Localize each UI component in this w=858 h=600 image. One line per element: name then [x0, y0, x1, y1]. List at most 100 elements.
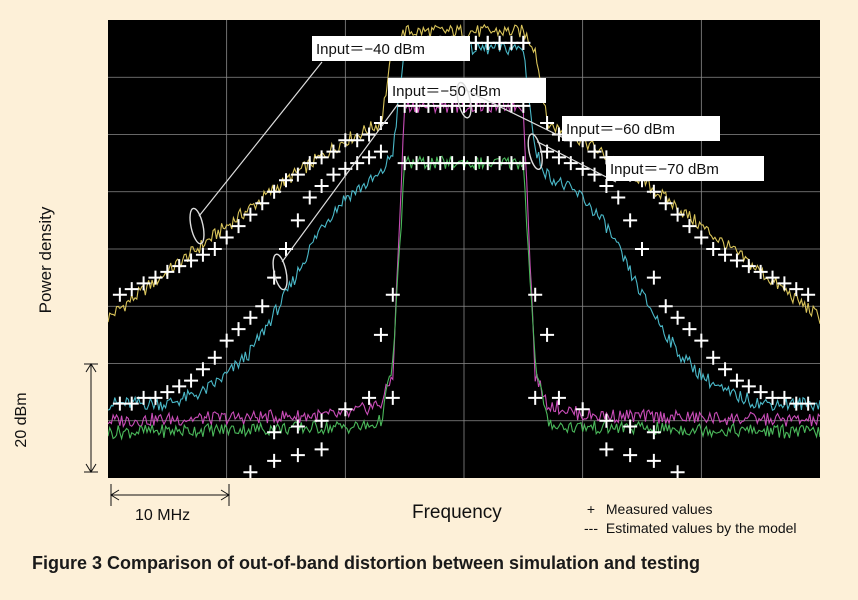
annotation-ellipse	[527, 133, 543, 171]
measured-point	[623, 448, 638, 463]
measured-point	[528, 390, 543, 405]
measured-point	[362, 150, 377, 165]
measured-point	[777, 390, 792, 405]
measured-point	[243, 207, 258, 222]
spectrum-chart: Input＝−40 dBm Input＝−50 dBm Input＝−60 dBm I…	[108, 20, 820, 478]
measured-point	[362, 127, 377, 142]
measured-point	[279, 173, 293, 188]
annotation-leader	[465, 89, 573, 143]
measured-point	[136, 276, 151, 291]
measured-point	[338, 402, 353, 417]
measured-point	[468, 35, 483, 50]
measured-point	[587, 167, 602, 182]
measured-point	[623, 419, 638, 434]
measured-point	[207, 350, 222, 365]
measured-point	[468, 156, 483, 171]
measured-point	[480, 156, 495, 171]
plot-area: Input＝−40 dBm Input＝−50 dBm Input＝−60 dBm I…	[108, 20, 820, 478]
measured-point	[433, 156, 448, 171]
legend-marker-dashed: ---	[584, 520, 598, 536]
annotation-ellipse	[189, 207, 205, 245]
measured-point	[219, 230, 234, 245]
measured-point	[753, 385, 768, 400]
measured-point	[741, 259, 756, 274]
measured-point	[587, 144, 602, 159]
measured-point	[765, 270, 780, 285]
annotation-box	[606, 156, 764, 181]
measured-point	[718, 362, 733, 377]
measured-point	[646, 184, 661, 199]
measured-point	[741, 379, 756, 394]
legend-marker-plus: +	[586, 501, 596, 517]
measured-point	[124, 282, 139, 297]
measured-point	[599, 179, 614, 194]
measured-point	[670, 207, 685, 222]
measured-point	[682, 322, 697, 337]
measured-point	[148, 270, 163, 285]
measured-point	[646, 425, 661, 440]
measured-point	[789, 282, 804, 297]
measured-point	[397, 156, 412, 171]
measured-point	[362, 390, 377, 405]
measured-point	[575, 402, 590, 417]
annotation-4: Input＝−70 dBm	[527, 133, 764, 183]
annotation-1: Input＝−40 dBm	[189, 36, 470, 245]
measured-point	[302, 156, 317, 171]
measured-point	[243, 465, 258, 478]
measured-point	[290, 419, 305, 434]
measured-point	[373, 327, 388, 342]
x-axis-label: Frequency	[412, 502, 502, 523]
annotation-3: Input＝−60 dBm	[456, 81, 720, 143]
measured-point	[611, 190, 626, 205]
measured-point	[765, 390, 780, 405]
x-scale-bar	[110, 484, 230, 506]
measured-point	[243, 310, 258, 325]
measured-point	[290, 167, 305, 182]
measured-point	[658, 196, 673, 211]
measured-point	[670, 465, 685, 478]
legend: + Measured values --- Estimated values b…	[580, 500, 797, 538]
measured-point	[706, 242, 721, 256]
measured-point	[267, 425, 282, 440]
annotation-ellipse	[456, 81, 472, 119]
annotation-label: Input＝−40 dBm	[316, 41, 425, 58]
measured-point	[184, 373, 199, 388]
legend-item-estimated: --- Estimated values by the model	[580, 519, 797, 538]
annotation-ellipse	[272, 253, 288, 291]
measured-point	[635, 242, 649, 256]
measured-point	[694, 230, 709, 245]
measured-point	[504, 35, 519, 50]
measured-point	[575, 161, 590, 176]
measured-point	[338, 133, 353, 148]
measured-point	[314, 179, 329, 194]
measured-point	[373, 144, 388, 159]
measured-point	[551, 390, 566, 405]
legend-label-measured: Measured values	[605, 501, 713, 517]
measured-point	[172, 379, 187, 394]
measured-point	[219, 333, 234, 348]
measured-point	[112, 396, 127, 411]
measured-point	[516, 156, 531, 171]
measured-point	[516, 35, 531, 50]
measured-point	[160, 264, 175, 279]
measured-point	[255, 196, 270, 211]
measured-point	[789, 396, 804, 411]
measured-point	[326, 144, 341, 159]
measured-point	[729, 373, 744, 388]
measured-point	[136, 390, 151, 405]
measured-point	[160, 385, 175, 400]
measured-point	[646, 270, 661, 285]
measured-point	[302, 190, 317, 205]
legend-label-estimated: Estimated values by the model	[605, 520, 797, 536]
measured-point	[267, 453, 282, 468]
measured-point	[350, 133, 365, 148]
measured-point	[445, 156, 460, 171]
y-scale-label: 20 dBm	[13, 392, 30, 448]
y-scale-bar	[84, 363, 98, 473]
figure-caption: Figure 3 Comparison of out-of-band disto…	[32, 553, 700, 573]
measured-point	[528, 287, 543, 302]
measured-point	[314, 442, 329, 457]
measured-point	[670, 310, 685, 325]
measured-point	[777, 276, 792, 291]
